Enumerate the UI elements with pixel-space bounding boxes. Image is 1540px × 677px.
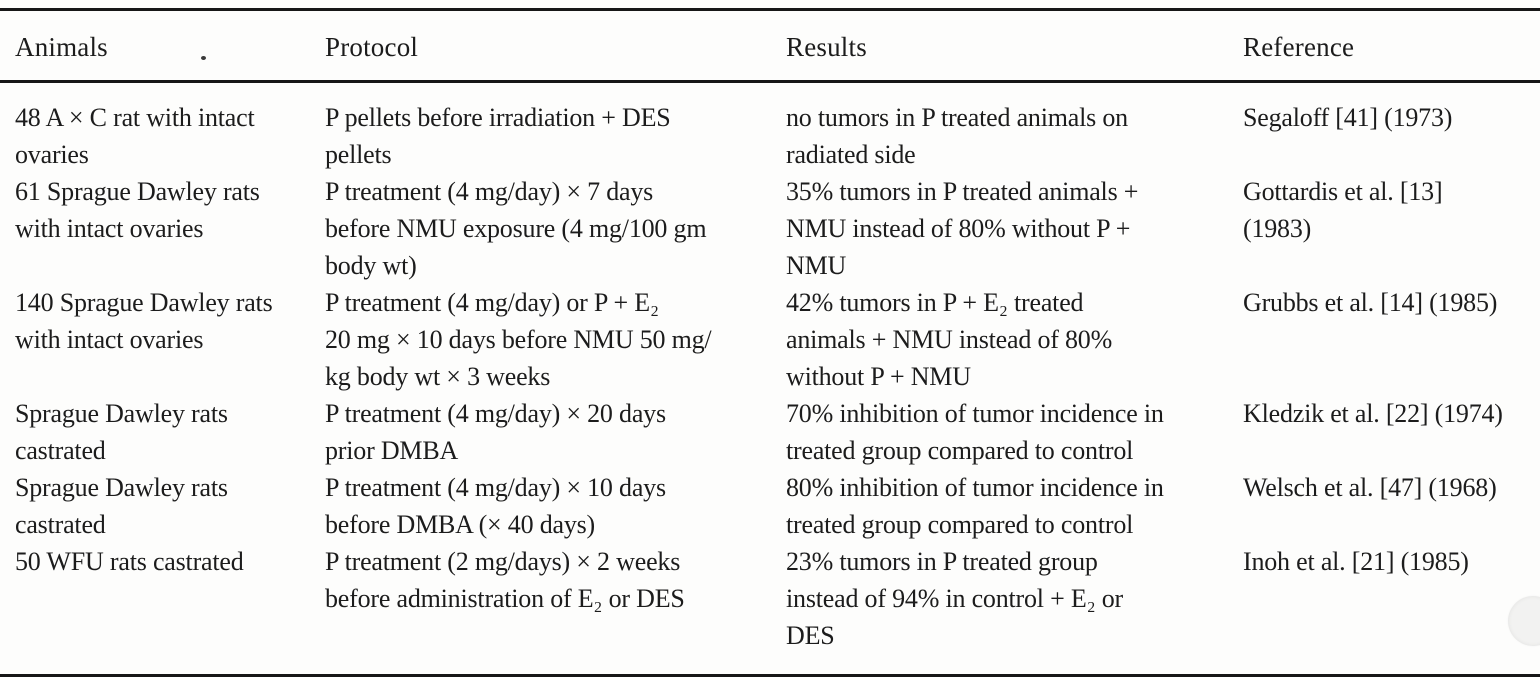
cell-reference: Kledzik et al. [22] (1974)	[1243, 399, 1503, 428]
cell-reference: Segaloff [41] (1973)	[1243, 103, 1453, 132]
cell-protocol: P treatment (4 mg/day) × 7 days before N…	[325, 177, 707, 280]
cell-results: 23% tumors in P treated group instead of…	[786, 547, 1123, 650]
table-row: 140 Sprague Dawley rats with intact ovar…	[0, 284, 1540, 395]
column-header-reference: Reference	[1243, 9, 1540, 83]
cell-animals: 140 Sprague Dawley rats with intact ovar…	[15, 288, 273, 354]
cell-protocol: P treatment (4 mg/day) × 10 days before …	[325, 473, 666, 539]
header-row: Animals Protocol Results Reference	[0, 9, 1540, 83]
cell-animals: Sprague Dawley rats castrated	[15, 399, 228, 465]
cell-animals: 50 WFU rats castrated	[15, 547, 244, 576]
cell-reference: Welsch et al. [47] (1968)	[1243, 473, 1497, 502]
table-row: 50 WFU rats castrated P treatment (2 mg/…	[0, 543, 1540, 676]
cell-reference: Gottardis et al. [13] (1983)	[1243, 177, 1443, 243]
cell-protocol: P treatment (4 mg/day) × 20 days prior D…	[325, 399, 666, 465]
cell-results: 70% inhibition of tumor incidence in tre…	[786, 399, 1164, 465]
ink-speck	[201, 56, 206, 60]
cell-results: 80% inhibition of tumor incidence in tre…	[786, 473, 1164, 539]
column-header-protocol: Protocol	[325, 9, 786, 83]
table-header: Animals Protocol Results Reference	[0, 9, 1540, 83]
cell-reference: Grubbs et al. [14] (1985)	[1243, 288, 1498, 317]
study-results-table: Animals Protocol Results Reference 48 A …	[0, 8, 1540, 677]
column-header-results: Results	[786, 9, 1243, 83]
cell-animals: Sprague Dawley rats castrated	[15, 473, 228, 539]
cell-protocol: P treatment (4 mg/day) or P + E₂ 20 mg ×…	[325, 288, 712, 391]
table-body: 48 A × C rat with intact ovaries P pelle…	[0, 82, 1540, 676]
cell-protocol: P treatment (2 mg/days) × 2 weeks before…	[325, 547, 685, 613]
cell-results: 42% tumors in P + E₂ treated animals + N…	[786, 288, 1113, 391]
table-row: Sprague Dawley rats castrated P treatmen…	[0, 395, 1540, 469]
table-row: 61 Sprague Dawley rats with intact ovari…	[0, 173, 1540, 284]
cell-animals: 48 A × C rat with intact ovaries	[15, 103, 255, 169]
table-row: Sprague Dawley rats castrated P treatmen…	[0, 469, 1540, 543]
column-header-animals: Animals	[0, 9, 325, 83]
cell-results: no tumors in P treated animals on radiat…	[786, 103, 1128, 169]
cell-animals: 61 Sprague Dawley rats with intact ovari…	[15, 177, 260, 243]
cell-results: 35% tumors in P treated animals + NMU in…	[786, 177, 1139, 280]
cell-protocol: P pellets before irradiation + DES pelle…	[325, 103, 671, 169]
cell-reference: Inoh et al. [21] (1985)	[1243, 547, 1469, 576]
table-row: 48 A × C rat with intact ovaries P pelle…	[0, 82, 1540, 174]
